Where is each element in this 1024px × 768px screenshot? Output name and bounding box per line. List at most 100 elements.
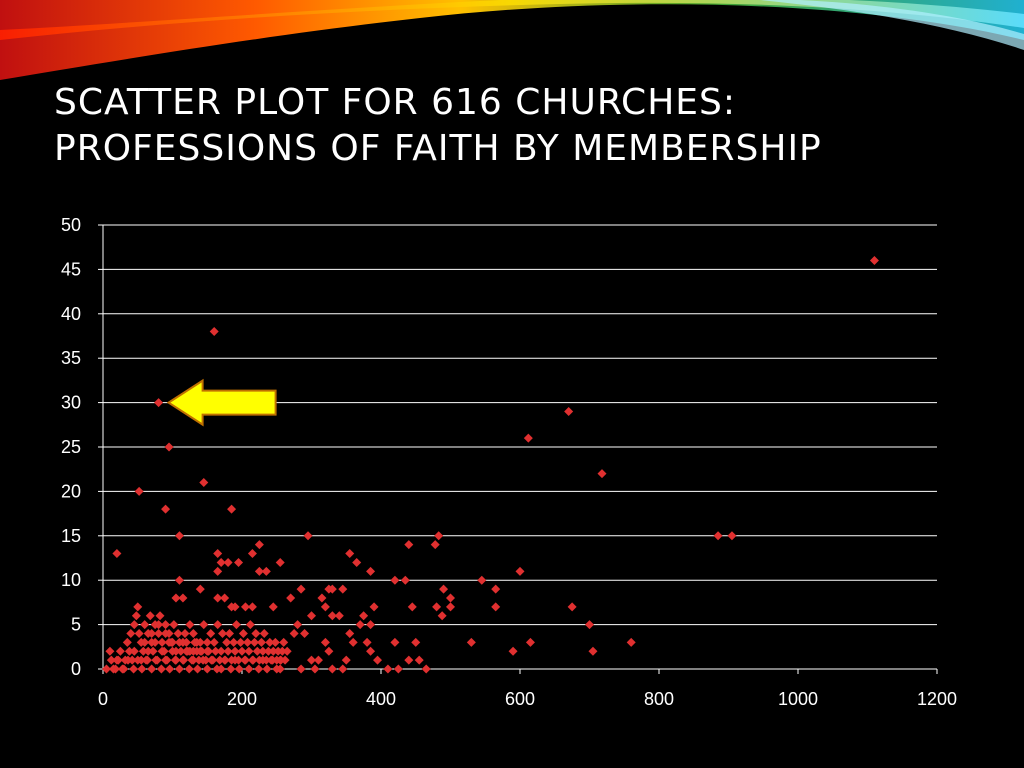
data-point-65 xyxy=(369,602,379,612)
data-point-164 xyxy=(215,655,225,665)
slide-title-line-2: Professions of faith by membership xyxy=(54,128,822,169)
data-point-23 xyxy=(247,549,257,559)
data-point-33 xyxy=(327,584,337,594)
data-point-6 xyxy=(597,469,607,479)
data-point-111 xyxy=(122,637,132,647)
data-point-250 xyxy=(147,628,157,638)
data-point-90 xyxy=(393,664,403,674)
data-point-61 xyxy=(327,611,337,621)
data-point-35 xyxy=(366,566,376,576)
data-point-249 xyxy=(140,637,150,647)
data-point-76 xyxy=(289,628,299,638)
decorative-swoosh-banner xyxy=(0,0,1024,80)
y-tick-label: 30 xyxy=(61,393,81,413)
data-point-112 xyxy=(124,646,134,656)
data-point-4 xyxy=(523,433,533,443)
data-point-126 xyxy=(148,646,158,656)
data-point-16 xyxy=(430,540,440,550)
data-point-242 xyxy=(150,637,160,647)
data-point-50 xyxy=(220,593,230,603)
data-point-73 xyxy=(508,646,518,656)
axes xyxy=(98,224,938,674)
y-axis-ticks: 0 5 10 15 20 25 30 35 40 45 50 xyxy=(61,215,81,679)
data-point-206 xyxy=(129,664,139,674)
data-point-54 xyxy=(247,602,257,612)
y-tick-label: 10 xyxy=(61,570,81,590)
y-tick-label: 15 xyxy=(61,526,81,546)
slide-title: Scatter plot for 616 churches: Professio… xyxy=(54,80,994,172)
data-point-115 xyxy=(129,620,139,630)
data-point-8 xyxy=(134,486,144,496)
data-point-185 xyxy=(251,628,261,638)
data-point-225 xyxy=(216,664,226,674)
data-point-7 xyxy=(199,478,209,488)
data-point-0 xyxy=(869,256,879,266)
data-point-103 xyxy=(105,646,115,656)
data-point-195 xyxy=(268,646,278,656)
x-tick-label: 400 xyxy=(366,689,396,709)
data-point-233 xyxy=(254,664,264,674)
data-point-159 xyxy=(206,628,216,638)
data-point-215 xyxy=(170,655,180,665)
data-point-62 xyxy=(334,611,344,621)
data-point-173 xyxy=(230,646,240,656)
data-point-155 xyxy=(199,620,209,630)
data-point-248 xyxy=(192,637,202,647)
data-point-77 xyxy=(300,628,310,638)
data-point-220 xyxy=(193,664,203,674)
slide-title-line-1: Scatter plot for 616 churches: xyxy=(54,82,736,123)
data-point-88 xyxy=(383,664,393,674)
data-point-95 xyxy=(338,664,348,674)
data-point-162 xyxy=(211,646,221,656)
data-point-204 xyxy=(119,664,129,674)
data-point-79 xyxy=(320,637,330,647)
data-point-239 xyxy=(129,646,139,656)
data-point-113 xyxy=(126,628,136,638)
data-point-12 xyxy=(174,531,184,541)
data-point-253 xyxy=(168,637,177,647)
data-point-120 xyxy=(138,646,148,656)
x-tick-label: 800 xyxy=(644,689,674,709)
data-point-96 xyxy=(327,664,337,674)
data-point-30 xyxy=(261,566,271,576)
data-point-229 xyxy=(234,664,244,674)
data-point-25 xyxy=(345,549,355,559)
data-point-3 xyxy=(564,406,574,416)
data-point-186 xyxy=(252,646,262,656)
data-point-226 xyxy=(220,655,230,665)
data-point-116 xyxy=(131,611,141,621)
data-point-86 xyxy=(366,646,376,656)
data-point-45 xyxy=(446,602,455,612)
data-point-99 xyxy=(296,664,306,674)
data-point-74 xyxy=(466,637,476,647)
data-point-209 xyxy=(142,655,152,665)
y-tick-label: 35 xyxy=(61,348,81,368)
data-point-131 xyxy=(157,637,167,647)
x-tick-label: 1000 xyxy=(778,689,818,709)
data-point-15 xyxy=(434,531,444,541)
data-points xyxy=(101,256,879,674)
data-point-238 xyxy=(276,655,286,665)
data-point-211 xyxy=(151,655,161,665)
data-point-241 xyxy=(143,646,153,656)
data-point-83 xyxy=(348,637,358,647)
data-point-17 xyxy=(713,531,723,541)
data-point-104 xyxy=(101,664,111,674)
data-point-85 xyxy=(362,637,372,647)
data-point-140 xyxy=(173,628,183,638)
data-point-163 xyxy=(213,620,223,630)
data-point-36 xyxy=(390,575,400,585)
data-point-227 xyxy=(226,664,236,674)
data-point-59 xyxy=(317,593,327,603)
data-point-252 xyxy=(161,628,171,638)
data-point-53 xyxy=(240,602,250,612)
data-point-41 xyxy=(439,584,449,594)
data-point-56 xyxy=(286,593,296,603)
data-point-202 xyxy=(108,664,118,674)
data-point-1 xyxy=(209,327,219,337)
data-point-101 xyxy=(279,637,289,647)
data-point-40 xyxy=(491,584,501,594)
data-point-196 xyxy=(270,637,280,647)
data-point-28 xyxy=(213,566,223,576)
data-point-236 xyxy=(268,655,278,665)
